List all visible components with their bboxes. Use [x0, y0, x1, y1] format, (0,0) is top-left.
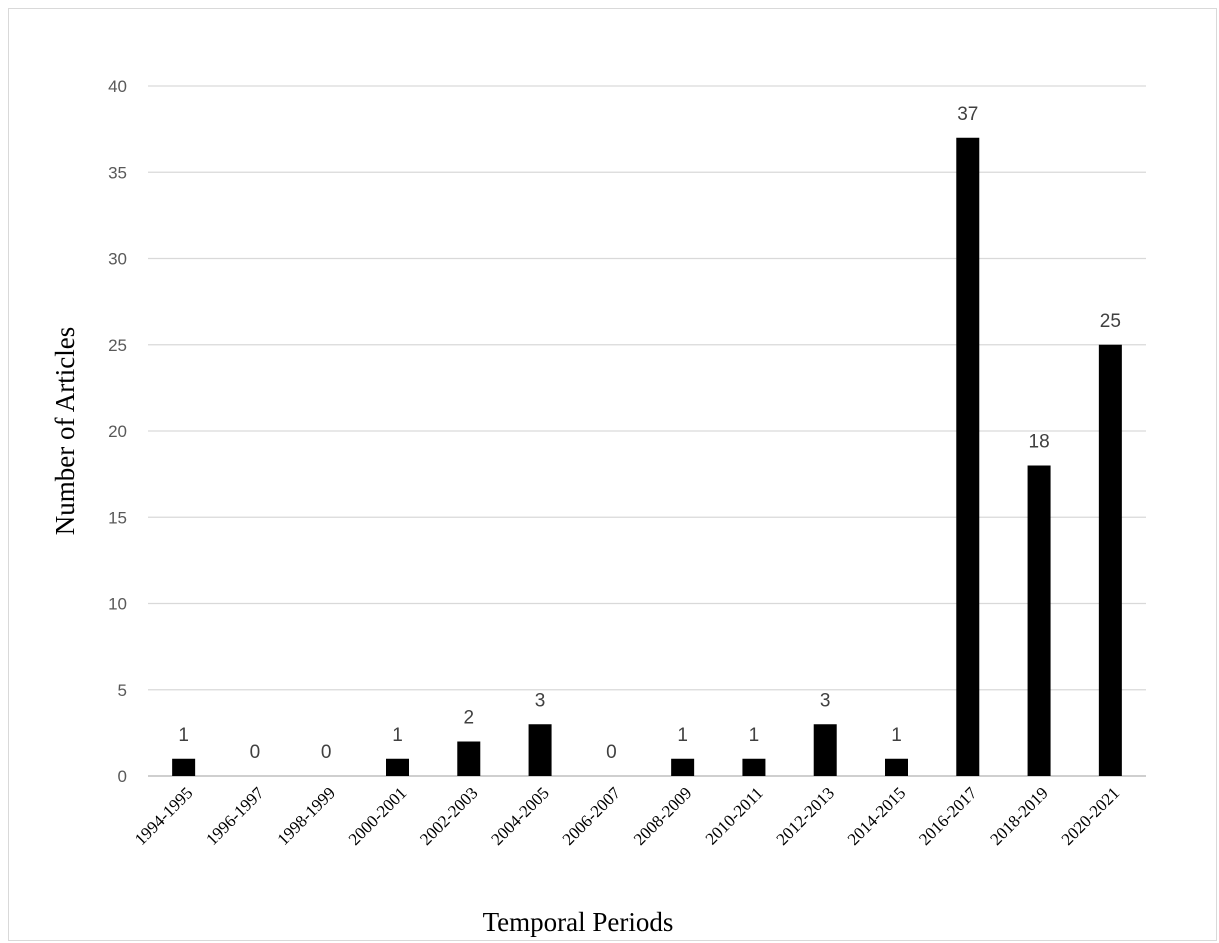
- y-tick-label: 5: [118, 681, 127, 700]
- data-label: 0: [250, 742, 261, 763]
- chart-frame: [8, 8, 1217, 941]
- x-axis-ticks: 1994-1995 1996-1997 1998-1999 2000-2001 2002…: [131, 783, 1123, 849]
- bars: [172, 137, 1122, 776]
- data-label: 1: [677, 725, 688, 746]
- bar: [386, 758, 409, 776]
- y-tick-label: 20: [108, 422, 127, 441]
- bar: [172, 758, 196, 776]
- data-labels: 1 0 0 1 2 3 0 1 1 3 1 37 18 25: [178, 104, 1121, 763]
- x-tick-label: 2014-2015: [844, 783, 910, 849]
- x-tick-label: 2006-2007: [559, 783, 625, 849]
- x-tick-label: 1996-1997: [202, 783, 268, 849]
- data-label: 0: [321, 742, 332, 763]
- bar: [742, 758, 766, 776]
- data-label: 37: [957, 104, 978, 125]
- bar: [1027, 465, 1051, 776]
- y-axis-title: Number of Articles: [50, 327, 80, 535]
- x-tick-label: 2008-2009: [630, 783, 696, 849]
- data-label: 2: [463, 708, 474, 729]
- data-label: 1: [891, 725, 902, 746]
- bar: [457, 741, 481, 776]
- data-label: 3: [535, 690, 546, 711]
- y-tick-label: 25: [108, 336, 127, 355]
- x-tick-label: 2002-2003: [416, 783, 482, 849]
- data-label: 18: [1029, 432, 1050, 453]
- data-label: 0: [606, 742, 617, 763]
- y-tick-label: 15: [108, 508, 127, 527]
- x-tick-label: 2016-2017: [915, 783, 981, 849]
- data-label: 25: [1100, 311, 1121, 332]
- bar: [956, 137, 980, 776]
- bar: [1098, 344, 1122, 776]
- gridlines: [148, 85, 1146, 777]
- x-tick-label: 2020-2021: [1058, 783, 1124, 849]
- data-label: 1: [392, 725, 403, 746]
- x-tick-label: 2012-2013: [773, 783, 839, 849]
- bar: [671, 758, 695, 776]
- y-tick-label: 40: [108, 77, 127, 96]
- bar: [885, 758, 908, 776]
- y-tick-label: 10: [108, 595, 127, 614]
- data-label: 1: [178, 725, 189, 746]
- y-tick-label: 0: [118, 767, 127, 786]
- x-tick-label: 2000-2001: [345, 783, 411, 849]
- x-tick-label: 2004-2005: [487, 783, 553, 849]
- x-tick-label: 1994-1995: [131, 783, 197, 849]
- x-tick-label: 2018-2019: [986, 783, 1052, 849]
- y-tick-label: 35: [108, 163, 127, 182]
- x-tick-label: 1998-1999: [274, 783, 340, 849]
- bar: [813, 724, 837, 776]
- x-tick-label: 2010-2011: [702, 783, 767, 848]
- y-axis-ticks: 0 5 10 15 20 25 30 35 40: [108, 77, 127, 786]
- y-tick-label: 30: [108, 250, 127, 269]
- data-label: 3: [820, 690, 831, 711]
- x-axis-title: Temporal Periods: [483, 907, 674, 937]
- bar: [528, 724, 552, 776]
- data-label: 1: [749, 725, 760, 746]
